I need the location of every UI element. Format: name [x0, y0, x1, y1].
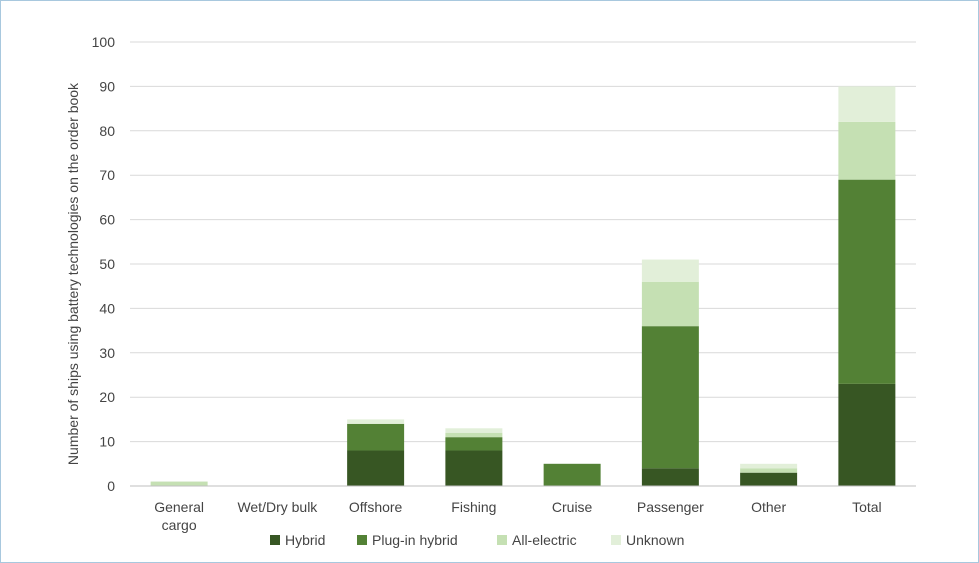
legend-swatch [611, 535, 621, 545]
bar-segment-hybrid [740, 472, 798, 486]
x-category-label: Passenger [637, 499, 704, 515]
y-axis-label: Number of ships using battery technologi… [65, 82, 81, 465]
y-tick-label: 70 [99, 167, 115, 183]
bar-segment-hybrid [445, 450, 503, 486]
bar-segment-unknown [347, 419, 405, 424]
legend-label: Hybrid [285, 532, 325, 548]
bar-segment-all-electric [838, 121, 896, 180]
x-category-label: Fishing [451, 499, 496, 515]
bar-segment-all-electric [150, 481, 208, 486]
y-tick-label: 20 [99, 389, 115, 405]
bar-segment-all-electric [740, 468, 798, 473]
bar-segment-unknown [445, 428, 503, 433]
x-category-labels: General cargo Wet/Dry bulk Offshore Fishing C… [154, 499, 881, 533]
y-tick-label: 80 [99, 123, 115, 139]
bar-segment-plug-in-hybrid [641, 326, 699, 469]
legend-swatch [270, 535, 280, 545]
y-tick-label: 40 [99, 300, 115, 316]
bar-segment-unknown [838, 86, 896, 122]
y-tick-label: 60 [99, 212, 115, 228]
bar-segment-all-electric [641, 281, 699, 327]
bar-segment-plug-in-hybrid [445, 437, 503, 451]
y-tick-label: 90 [99, 78, 115, 94]
y-tick-label: 30 [99, 345, 115, 361]
x-category-label: Cruise [552, 499, 593, 515]
y-tick-label: 0 [107, 478, 115, 494]
bars [150, 86, 896, 486]
legend-swatch [357, 535, 367, 545]
gridlines [130, 41, 916, 443]
y-tick-label: 100 [92, 34, 116, 50]
x-category-label: Other [751, 499, 786, 515]
x-category-label: General cargo [154, 499, 204, 533]
legend: Hybrid Plug-in hybrid All-electric Unknown [270, 532, 684, 548]
y-tick-labels: 0 10 20 30 40 50 60 70 80 90 100 [92, 34, 116, 494]
legend-label: Unknown [626, 532, 684, 548]
x-category-label: Wet/Dry bulk [237, 499, 318, 515]
bar-segment-hybrid [838, 383, 896, 486]
bar-segment-plug-in-hybrid [838, 179, 896, 384]
bar-segment-plug-in-hybrid [543, 463, 601, 486]
legend-label: All-electric [512, 532, 577, 548]
bar-segment-hybrid [347, 450, 405, 486]
y-tick-label: 10 [99, 434, 115, 450]
legend-label: Plug-in hybrid [372, 532, 458, 548]
x-category-label: Offshore [349, 499, 403, 515]
bar-segment-unknown [740, 463, 798, 469]
bar-segment-unknown [641, 259, 699, 282]
bar-segment-hybrid [641, 468, 699, 486]
bar-segment-plug-in-hybrid [347, 423, 405, 451]
legend-swatch [497, 535, 507, 545]
y-tick-label: 50 [99, 256, 115, 272]
bar-segment-all-electric [445, 432, 503, 438]
x-category-label: Total [852, 499, 882, 515]
